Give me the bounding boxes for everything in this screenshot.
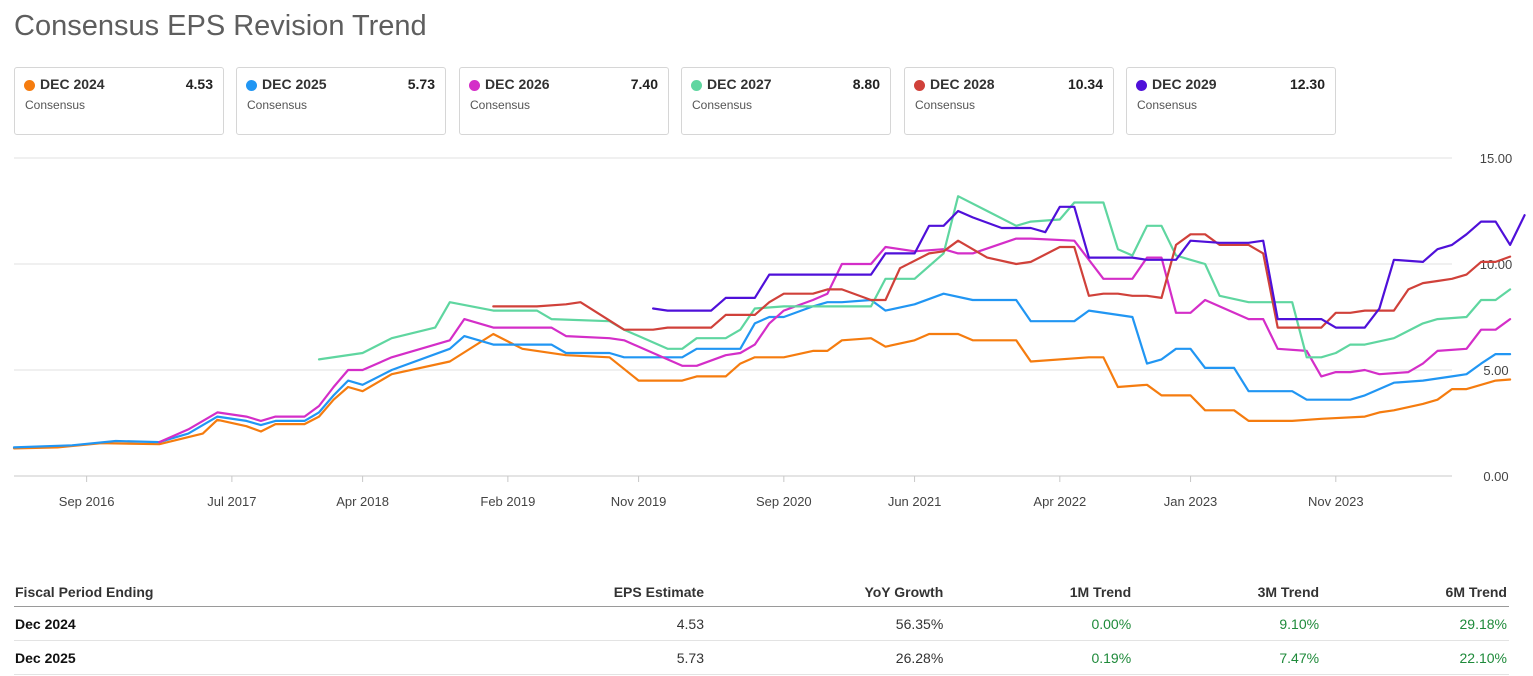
card-subtitle: Consensus [25,98,86,112]
series-line-dec-2028 [492,233,1512,331]
series-line-dec-2026 [158,237,1512,444]
x-tick-label: Apr 2022 [1033,494,1086,509]
page-title: Consensus EPS Revision Trend [14,10,427,42]
x-tick-label: Sep 2020 [756,494,812,509]
y-tick-label: 5.00 [1483,363,1508,378]
series-dot-icon [914,80,925,91]
table-row: Dec 2025 5.73 26.28% 0.19% 7.47% 22.10% [14,640,1509,675]
card-dec-2027[interactable]: DEC 2027 8.80 Consensus [681,67,891,135]
card-subtitle: Consensus [1137,98,1198,112]
x-tick-label: Nov 2019 [611,494,667,509]
card-value: 4.53 [185,76,213,92]
card-subtitle: Consensus [915,98,976,112]
x-tick-label: Jan 2023 [1164,494,1218,509]
card-value: 7.40 [630,76,658,92]
y-tick-label: 15.00 [1480,151,1513,166]
card-value: 12.30 [1289,76,1325,92]
col-yoy-growth[interactable]: YoY Growth [705,578,946,607]
cell-1m: 0.00% [945,606,1134,641]
series-dot-icon [469,80,480,91]
series-line-dec-2029 [651,205,1526,329]
card-value: 5.73 [407,76,435,92]
y-tick-label: 0.00 [1483,469,1508,484]
col-6m-trend[interactable]: 6M Trend [1321,578,1509,607]
table-header-row: Fiscal Period Ending EPS Estimate YoY Gr… [14,578,1509,607]
col-3m-trend[interactable]: 3M Trend [1133,578,1322,607]
card-dec-2026[interactable]: DEC 2026 7.40 Consensus [459,67,669,135]
series-line-dec-2027 [317,195,1512,361]
col-eps-estimate[interactable]: EPS Estimate [432,578,706,607]
card-value: 8.80 [852,76,880,92]
x-tick-label: Jul 2017 [207,494,256,509]
card-subtitle: Consensus [247,98,308,112]
card-subtitle: Consensus [470,98,531,112]
cell-6m: 29.18% [1321,606,1509,641]
cell-yoy: 56.35% [705,606,946,641]
card-period: DEC 2027 [707,76,772,92]
cell-period: Dec 2024 [14,606,433,641]
card-period: DEC 2029 [1152,76,1217,92]
cell-6m: 22.10% [1321,640,1509,675]
col-fiscal-period[interactable]: Fiscal Period Ending [14,578,433,607]
cell-yoy: 26.28% [705,640,946,675]
cell-eps: 5.73 [432,640,706,675]
series-dot-icon [1136,80,1147,91]
card-subtitle: Consensus [692,98,753,112]
col-1m-trend[interactable]: 1M Trend [945,578,1134,607]
cell-eps: 4.53 [432,606,706,641]
card-period: DEC 2026 [485,76,550,92]
x-tick-label: Feb 2019 [480,494,535,509]
card-dec-2029[interactable]: DEC 2029 12.30 Consensus [1126,67,1336,135]
y-tick-label: 10.00 [1480,257,1513,272]
card-period: DEC 2025 [262,76,327,92]
series-line-dec-2024 [12,332,1512,450]
x-tick-label: Nov 2023 [1308,494,1364,509]
card-dec-2028[interactable]: DEC 2028 10.34 Consensus [904,67,1114,135]
cell-3m: 7.47% [1133,640,1322,675]
series-line-dec-2025 [12,292,1512,449]
table-row: Dec 2024 4.53 56.35% 0.00% 9.10% 29.18% [14,606,1509,641]
series-dot-icon [691,80,702,91]
x-tick-label: Sep 2016 [59,494,115,509]
series-dot-icon [246,80,257,91]
card-period: DEC 2024 [40,76,105,92]
card-dec-2024[interactable]: DEC 2024 4.53 Consensus [14,67,224,135]
series-dot-icon [24,80,35,91]
x-tick-label: Jun 2021 [888,494,942,509]
cell-1m: 0.19% [945,640,1134,675]
card-dec-2025[interactable]: DEC 2025 5.73 Consensus [236,67,446,135]
cell-period: Dec 2025 [14,640,433,675]
cell-3m: 9.10% [1133,606,1322,641]
card-value: 10.34 [1067,76,1103,92]
card-period: DEC 2028 [930,76,995,92]
x-tick-label: Apr 2018 [336,494,389,509]
eps-revision-chart[interactable]: 0.00 5.00 10.00 15.00 Sep 2016 Jul 2017 Apr 20… [0,145,1533,520]
eps-table: Fiscal Period Ending EPS Estimate YoY Gr… [14,578,1509,675]
